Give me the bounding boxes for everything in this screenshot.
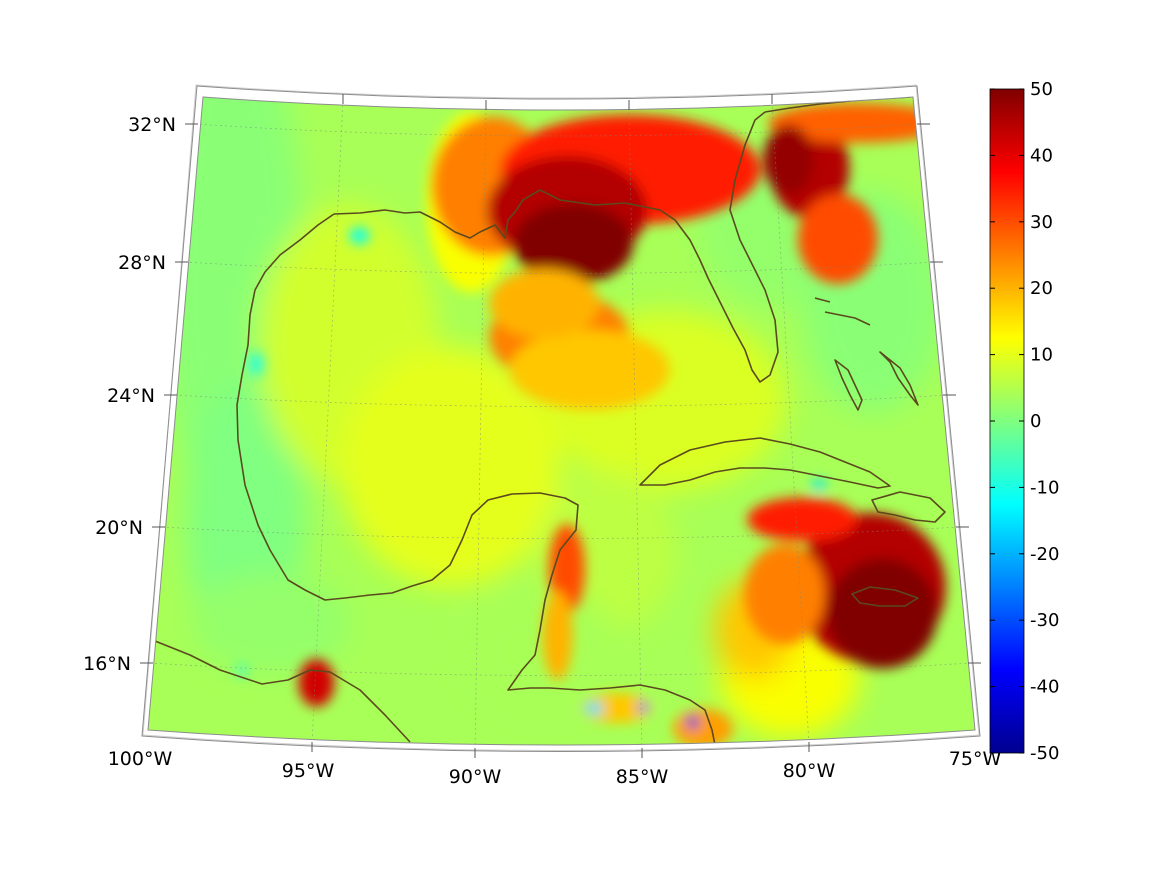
field-coldspot	[584, 702, 605, 715]
colorbar-label: -30	[1030, 610, 1059, 631]
colorbar-label: -20	[1030, 544, 1059, 565]
field-hotspot	[797, 193, 878, 284]
coastline-gulf-west	[236, 213, 716, 745]
map-frame-outer-edge	[141, 85, 981, 752]
meridian-80w	[771, 101, 810, 745]
colorbar-gradient	[989, 88, 1025, 754]
frame-ticks	[140, 94, 981, 758]
colorbar: 50 40 30 20 10 0 -10 -20 -30 -40 -50	[989, 79, 1059, 764]
colorbar-label: 20	[1030, 278, 1053, 299]
lat-label-24n: 24°N	[107, 385, 155, 407]
meridian-90w	[474, 107, 487, 745]
field-hotspot	[542, 590, 573, 681]
colorbar-label: 0	[1030, 411, 1041, 432]
field-coldspot	[638, 702, 649, 713]
field-patch	[190, 572, 351, 673]
anomaly-field	[148, 97, 975, 745]
coastline-cuba	[639, 437, 891, 489]
graticule	[149, 99, 973, 745]
coastline-hispaniola	[871, 491, 946, 523]
colorbar-label: -50	[1030, 743, 1059, 764]
colorbar-labels: 50 40 30 20 10 0 -10 -20 -30 -40 -50	[1030, 79, 1059, 764]
colorbar-label: -10	[1030, 477, 1059, 498]
lon-label-80w: 80°W	[783, 760, 836, 782]
map-frame	[147, 96, 976, 746]
lon-label-75w: 75°W	[949, 748, 1002, 770]
colorbar-ticks	[990, 88, 1024, 754]
map-frame-outer	[142, 84, 980, 751]
coastline-pacific	[154, 640, 411, 743]
field-hotspot	[509, 329, 670, 410]
field-hotspot	[827, 558, 938, 669]
field-hotspot	[513, 203, 634, 284]
field-coldspot	[349, 227, 370, 244]
field-hotspots	[236, 102, 948, 745]
colorbar-label: 50	[1030, 79, 1053, 100]
colorbar-label: 30	[1030, 212, 1053, 233]
field-coldspot	[249, 351, 264, 376]
field-coldspot	[810, 479, 827, 490]
field-patch	[341, 347, 562, 588]
colorbar-label: -40	[1030, 677, 1059, 698]
colorbar-label: 40	[1030, 145, 1053, 166]
lon-label-85w: 85°W	[616, 766, 669, 788]
field-hotspot	[763, 124, 814, 195]
parallel-24n	[174, 394, 949, 407]
field-hotspot	[489, 268, 600, 339]
lat-labels: 32°N 28°N 24°N 20°N 16°N	[83, 114, 176, 675]
lat-label-32n: 32°N	[128, 114, 176, 136]
lon-label-95w: 95°W	[282, 760, 335, 782]
field-hotspot	[747, 497, 858, 542]
meridian-85w	[628, 107, 643, 745]
field-hotspot	[298, 658, 335, 707]
coastline-bahamas	[814, 297, 919, 411]
field-hotspot	[581, 692, 652, 723]
lat-label-16n: 16°N	[83, 653, 131, 675]
lon-label-100w: 100°W	[108, 748, 173, 770]
parallel-28n	[184, 261, 936, 274]
coastline-jamaica	[851, 586, 919, 607]
field-coldspot	[686, 716, 699, 729]
coastline-gulf-north	[333, 111, 779, 383]
field-hotspot	[767, 102, 948, 143]
lon-label-90w: 90°W	[449, 766, 502, 788]
lon-labels: 100°W 95°W 90°W 85°W 80°W 75°W	[108, 748, 1002, 788]
field-coldspot	[236, 665, 247, 676]
field-hotspot	[672, 708, 733, 745]
lat-label-20n: 20°N	[95, 517, 143, 539]
parallel-16n	[149, 662, 973, 676]
lat-label-28n: 28°N	[118, 252, 166, 274]
colorbar-label: 10	[1030, 345, 1053, 366]
field-hotspot	[744, 544, 825, 645]
